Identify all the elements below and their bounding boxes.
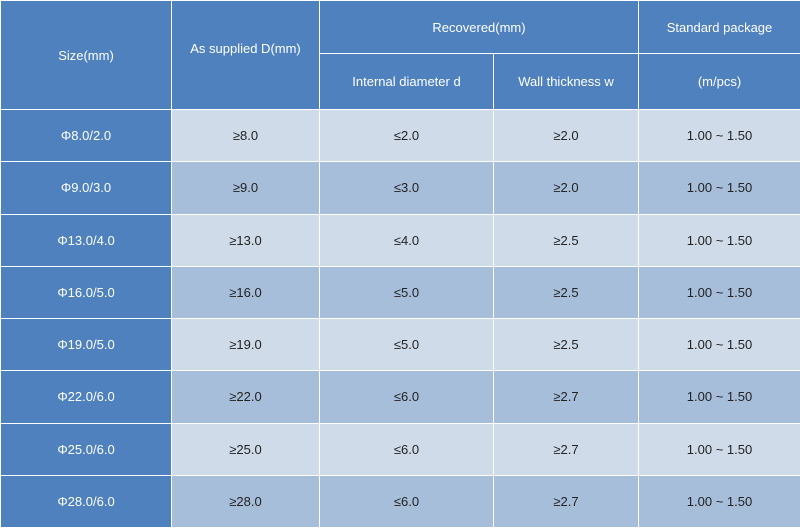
header-size: Size(mm) bbox=[0, 0, 172, 110]
size-cell: Φ9.0/3.0 bbox=[0, 161, 172, 215]
package-cell: 1.00 ~ 1.50 bbox=[638, 213, 800, 267]
header-standard-package: Standard package bbox=[638, 0, 800, 54]
header-as-supplied-label: As supplied D(mm) bbox=[190, 40, 301, 56]
internal-cell: ≤5.0 bbox=[319, 317, 494, 372]
supplied-cell: ≥9.0 bbox=[171, 161, 320, 215]
header-wall-thickness: Wall thickness w bbox=[493, 53, 639, 110]
size-cell: Φ25.0/6.0 bbox=[0, 422, 172, 476]
wall-cell: ≥2.5 bbox=[493, 265, 639, 320]
table-row: Φ28.0/6.0 ≥28.0 ≤6.0 ≥2.7 1.00 ~ 1.50 bbox=[0, 474, 800, 528]
supplied-cell: ≥28.0 bbox=[171, 474, 320, 528]
supplied-cell: ≥22.0 bbox=[171, 370, 320, 424]
package-cell: 1.00 ~ 1.50 bbox=[638, 317, 800, 372]
header-as-supplied: As supplied D(mm) bbox=[171, 0, 320, 110]
internal-cell: ≤6.0 bbox=[319, 422, 494, 476]
package-cell: 1.00 ~ 1.50 bbox=[638, 265, 800, 320]
table-row: Φ16.0/5.0 ≥16.0 ≤5.0 ≥2.5 1.00 ~ 1.50 bbox=[0, 265, 800, 320]
internal-cell: ≤4.0 bbox=[319, 213, 494, 267]
wall-cell: ≥2.7 bbox=[493, 370, 639, 424]
table-row: Φ9.0/3.0 ≥9.0 ≤3.0 ≥2.0 1.00 ~ 1.50 bbox=[0, 161, 800, 215]
supplied-cell: ≥19.0 bbox=[171, 317, 320, 372]
size-cell: Φ8.0/2.0 bbox=[0, 108, 172, 163]
table-row: Φ13.0/4.0 ≥13.0 ≤4.0 ≥2.5 1.00 ~ 1.50 bbox=[0, 213, 800, 267]
wall-cell: ≥2.0 bbox=[493, 108, 639, 163]
supplied-cell: ≥8.0 bbox=[171, 108, 320, 163]
size-cell: Φ13.0/4.0 bbox=[0, 213, 172, 267]
internal-cell: ≤5.0 bbox=[319, 265, 494, 320]
package-cell: 1.00 ~ 1.50 bbox=[638, 474, 800, 528]
package-cell: 1.00 ~ 1.50 bbox=[638, 108, 800, 163]
package-cell: 1.00 ~ 1.50 bbox=[638, 422, 800, 476]
supplied-cell: ≥25.0 bbox=[171, 422, 320, 476]
size-cell: Φ22.0/6.0 bbox=[0, 370, 172, 424]
header-recovered: Recovered(mm) bbox=[319, 0, 639, 54]
size-cell: Φ16.0/5.0 bbox=[0, 265, 172, 320]
wall-cell: ≥2.7 bbox=[493, 474, 639, 528]
table-row: Φ22.0/6.0 ≥22.0 ≤6.0 ≥2.7 1.00 ~ 1.50 bbox=[0, 370, 800, 424]
size-cell: Φ19.0/5.0 bbox=[0, 317, 172, 372]
table-row: Φ19.0/5.0 ≥19.0 ≤5.0 ≥2.5 1.00 ~ 1.50 bbox=[0, 317, 800, 372]
wall-cell: ≥2.7 bbox=[493, 422, 639, 476]
package-cell: 1.00 ~ 1.50 bbox=[638, 161, 800, 215]
wall-cell: ≥2.5 bbox=[493, 213, 639, 267]
internal-cell: ≤6.0 bbox=[319, 370, 494, 424]
package-cell: 1.00 ~ 1.50 bbox=[638, 370, 800, 424]
supplied-cell: ≥16.0 bbox=[171, 265, 320, 320]
internal-cell: ≤3.0 bbox=[319, 161, 494, 215]
size-cell: Φ28.0/6.0 bbox=[0, 474, 172, 528]
supplied-cell: ≥13.0 bbox=[171, 213, 320, 267]
table-row: Φ8.0/2.0 ≥8.0 ≤2.0 ≥2.0 1.00 ~ 1.50 bbox=[0, 108, 800, 163]
wall-cell: ≥2.0 bbox=[493, 161, 639, 215]
header-internal-diameter: Internal diameter d bbox=[319, 53, 494, 110]
header-package-unit: (m/pcs) bbox=[638, 53, 800, 110]
internal-cell: ≤6.0 bbox=[319, 474, 494, 528]
wall-cell: ≥2.5 bbox=[493, 317, 639, 372]
internal-cell: ≤2.0 bbox=[319, 108, 494, 163]
table-row: Φ25.0/6.0 ≥25.0 ≤6.0 ≥2.7 1.00 ~ 1.50 bbox=[0, 422, 800, 476]
